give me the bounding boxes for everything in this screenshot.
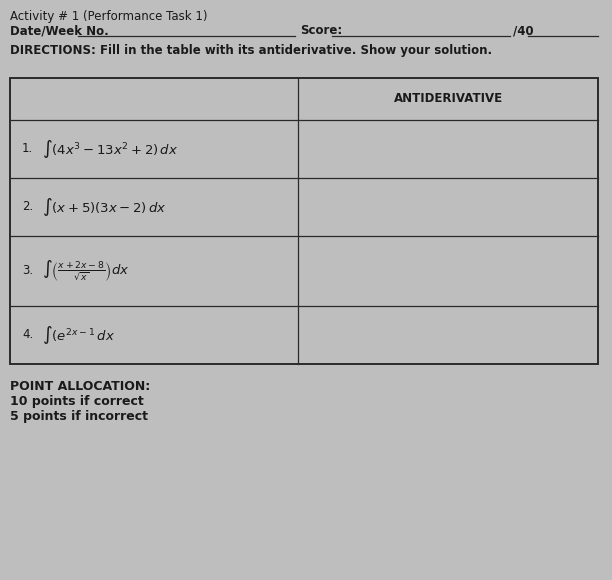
Text: $\int(x+5)(3x-2)\,dx$: $\int(x+5)(3x-2)\,dx$ bbox=[42, 196, 166, 218]
Text: 4.: 4. bbox=[22, 328, 33, 342]
Text: POINT ALLOCATION:: POINT ALLOCATION: bbox=[10, 380, 151, 393]
Text: Score:: Score: bbox=[300, 24, 342, 37]
Text: Activity # 1 (Performance Task 1): Activity # 1 (Performance Task 1) bbox=[10, 10, 207, 23]
Text: $\int(e^{2x-1}\,dx$: $\int(e^{2x-1}\,dx$ bbox=[42, 324, 115, 346]
Text: 5 points if incorrect: 5 points if incorrect bbox=[10, 410, 148, 423]
Text: $\int\left(\frac{x+2x-8}{\sqrt{x}}\right)dx$: $\int\left(\frac{x+2x-8}{\sqrt{x}}\right… bbox=[42, 259, 130, 284]
Text: /40: /40 bbox=[513, 24, 534, 37]
Text: $\int(4x^3 - 13x^2 + 2)\,dx$: $\int(4x^3 - 13x^2 + 2)\,dx$ bbox=[42, 138, 178, 160]
Text: ANTIDERIVATIVE: ANTIDERIVATIVE bbox=[394, 92, 502, 106]
Text: 2.: 2. bbox=[22, 201, 33, 213]
Text: DIRECTIONS: Fill in the table with its antiderivative. Show your solution.: DIRECTIONS: Fill in the table with its a… bbox=[10, 44, 492, 57]
Text: 10 points if correct: 10 points if correct bbox=[10, 395, 144, 408]
Text: Date/Week No.: Date/Week No. bbox=[10, 24, 109, 37]
Bar bbox=[10, 78, 598, 364]
Text: 1.: 1. bbox=[22, 143, 33, 155]
Text: 3.: 3. bbox=[22, 264, 33, 277]
